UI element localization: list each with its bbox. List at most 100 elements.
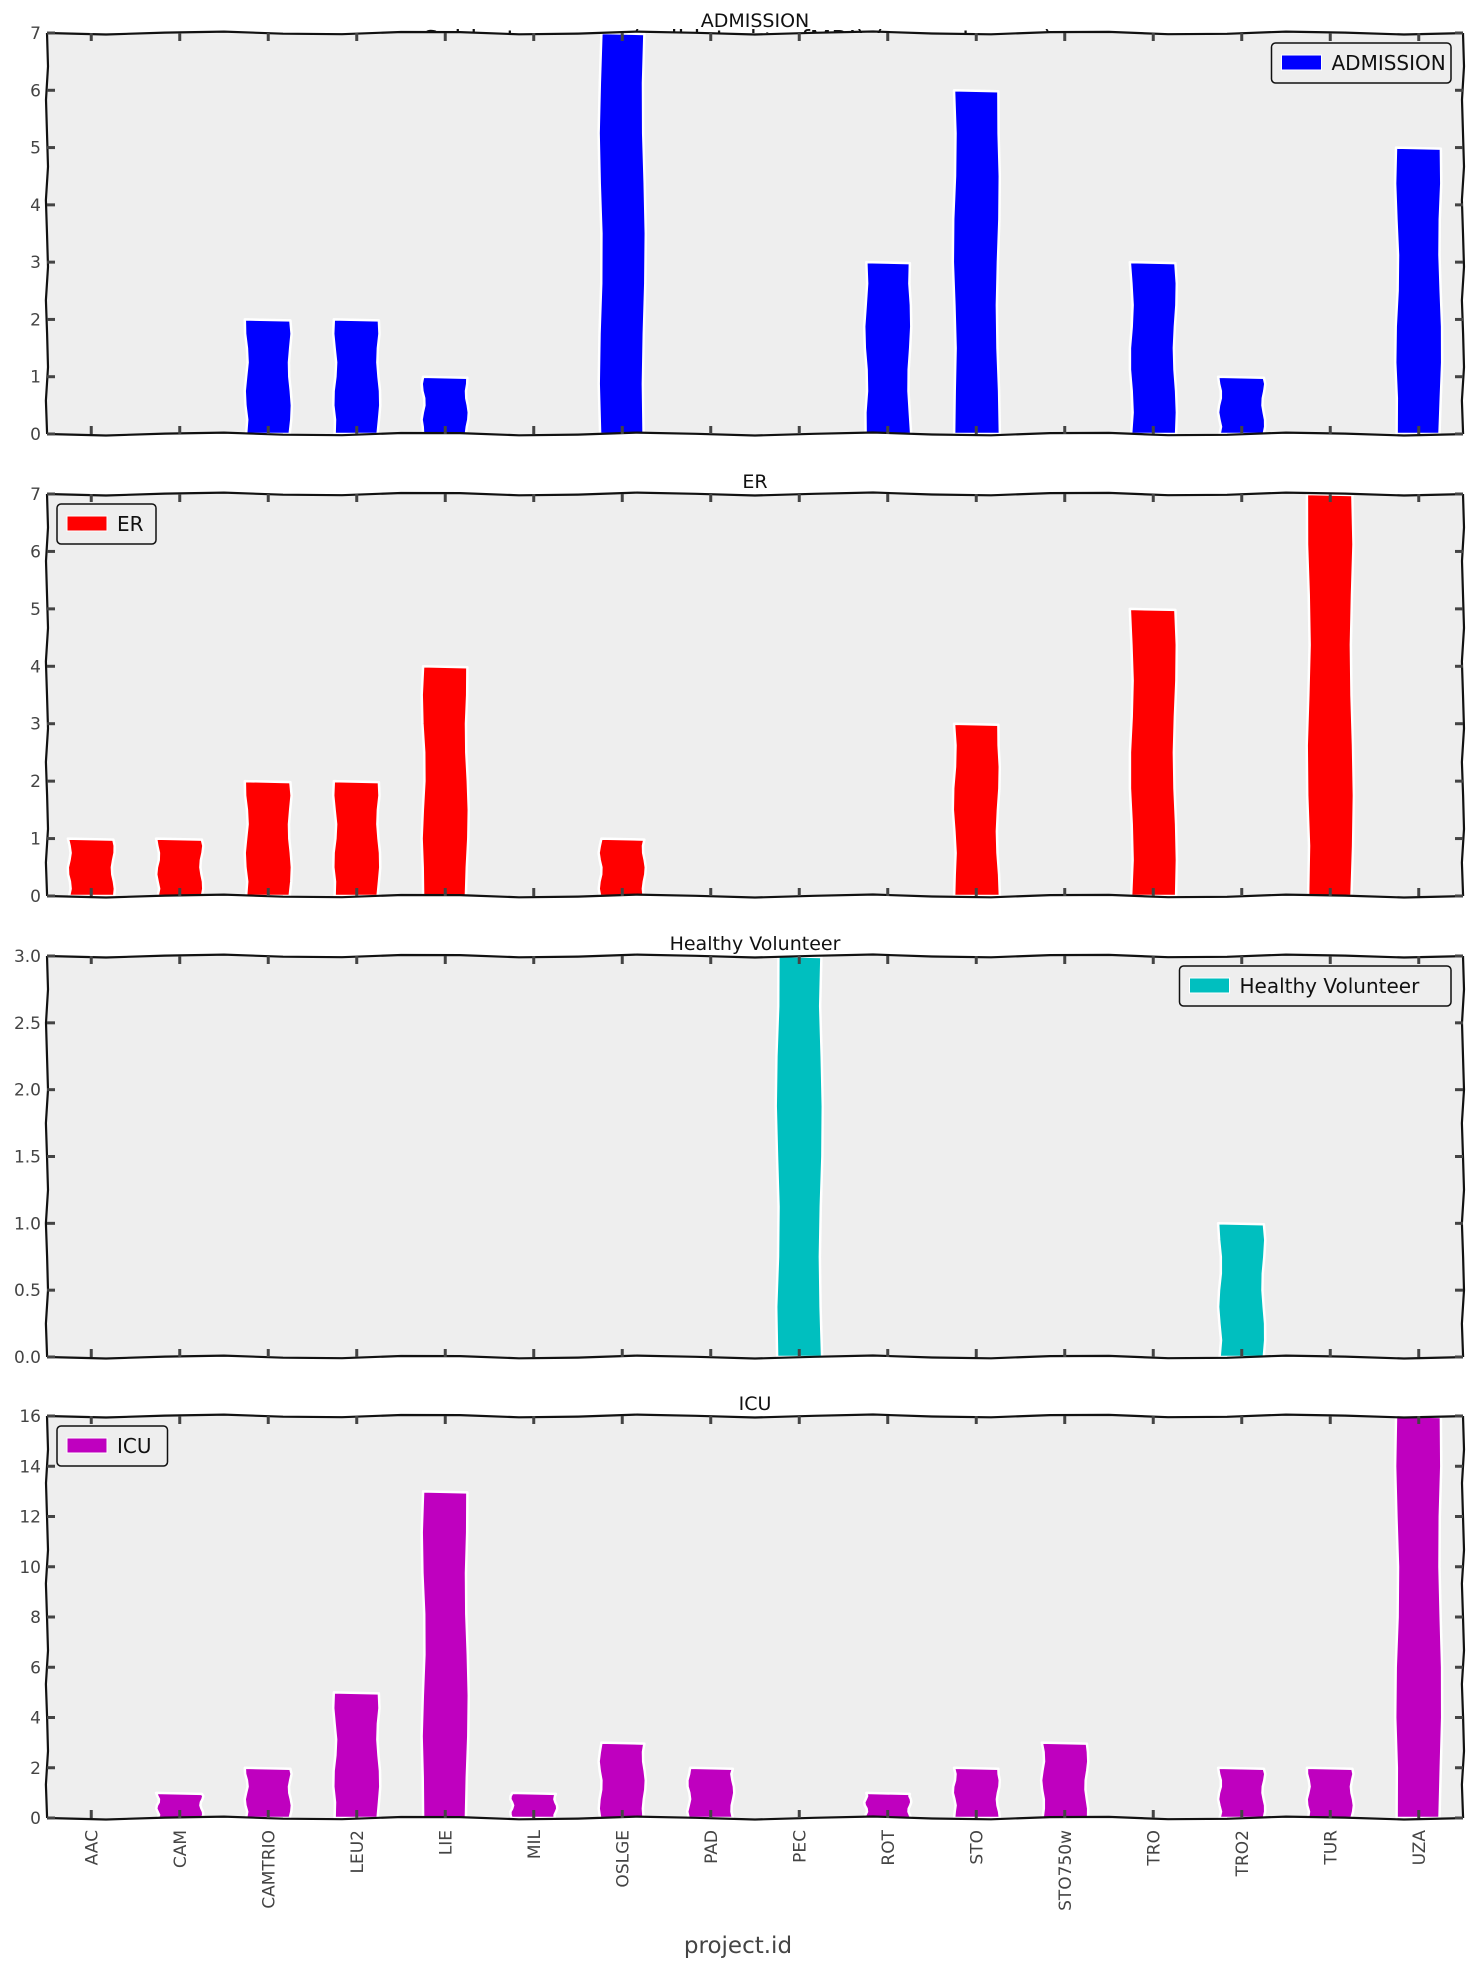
frame-bottom bbox=[46, 1815, 1464, 1821]
y-ticks: 0.0 0.5 1.0 1.5 2.0 2.5 3.0 bbox=[14, 947, 1463, 1368]
x-tick-label-TRO: TRO bbox=[1144, 1830, 1164, 1867]
legend: Healthy Volunteer bbox=[1178, 965, 1452, 1007]
plot-background bbox=[47, 1416, 1463, 1818]
bar-UZA bbox=[1393, 146, 1444, 436]
x-tick-label-OSLGE: OSLGE bbox=[613, 1830, 633, 1888]
y-tick-label: 0.0 bbox=[14, 1348, 41, 1368]
y-tick-label: 14 bbox=[19, 1457, 41, 1477]
bar-OSLGE bbox=[597, 1741, 648, 1820]
frame-bottom bbox=[46, 893, 1464, 899]
legend-swatch bbox=[1189, 977, 1230, 994]
legend-box bbox=[1270, 42, 1452, 84]
x-tick-label-PEC: PEC bbox=[790, 1830, 810, 1863]
frame-top bbox=[46, 953, 1464, 959]
y-tick-label: 12 bbox=[19, 1508, 41, 1528]
x-tick-label-CAM: CAM bbox=[171, 1830, 191, 1868]
bar-CAMTRIO bbox=[243, 1766, 294, 1820]
x-tick-label-LEU2: LEU2 bbox=[348, 1830, 368, 1873]
y-tick-label: 3.0 bbox=[14, 947, 41, 967]
bar-UZA bbox=[1393, 1414, 1444, 1820]
panel-icu: 0 2 4 6 8 10 12 14 16 ICU ICU bbox=[19, 1393, 1466, 1829]
frame-left bbox=[44, 493, 50, 897]
bar-AAC bbox=[66, 837, 117, 898]
x-tick-label-LIE: LIE bbox=[436, 1830, 456, 1855]
legend-label: ER bbox=[117, 512, 144, 536]
x-tick-label-UZA: UZA bbox=[1410, 1830, 1430, 1866]
x-ticks bbox=[89, 956, 1421, 1357]
y-tick-label: 4 bbox=[30, 657, 41, 677]
bar-LIE bbox=[420, 375, 471, 436]
x-axis-label: project.id bbox=[684, 1933, 792, 1959]
bar-MIL bbox=[509, 1791, 559, 1820]
bar-LEU2 bbox=[331, 1691, 382, 1820]
frame-right bbox=[1460, 32, 1466, 435]
bar-TRO bbox=[1128, 260, 1179, 436]
y-tick-label: 4 bbox=[30, 1709, 41, 1729]
y-tick-label: 7 bbox=[30, 485, 41, 505]
frame-bottom bbox=[46, 431, 1464, 437]
x-tick-label-MIL: MIL bbox=[525, 1829, 545, 1859]
y-ticks: 0 2 4 6 8 10 12 14 16 bbox=[19, 1407, 1463, 1829]
legend: ADMISSION bbox=[1270, 42, 1452, 84]
panel-title: ICU bbox=[739, 1393, 772, 1415]
bar-TRO2 bbox=[1216, 1222, 1267, 1359]
bar-LIE bbox=[420, 1490, 471, 1820]
legend-swatch bbox=[66, 515, 108, 532]
bar-TUR bbox=[1305, 1766, 1356, 1820]
x-tick-label-ROT: ROT bbox=[879, 1829, 899, 1865]
legend-swatch bbox=[1281, 54, 1322, 71]
x-ticks bbox=[89, 1416, 1421, 1818]
y-ticks: 0 1 2 3 4 5 6 7 bbox=[30, 24, 1463, 445]
bar-STO bbox=[951, 1766, 1002, 1820]
x-tick-label-TRO2: TRO2 bbox=[1233, 1830, 1253, 1877]
bar-PEC bbox=[774, 954, 825, 1359]
bar-CAM bbox=[154, 837, 205, 898]
frame-right bbox=[1460, 493, 1466, 897]
x-ticks bbox=[89, 494, 1421, 896]
frame-top bbox=[46, 30, 1464, 36]
legend-label: Healthy Volunteer bbox=[1240, 974, 1421, 998]
x-ticks bbox=[89, 33, 1421, 434]
panels: 01234567ADMISSIONADMISSION01234567ERER0.… bbox=[14, 10, 1466, 1829]
bars bbox=[243, 31, 1444, 436]
y-tick-label: 8 bbox=[30, 1608, 41, 1628]
legend-label: ADMISSION bbox=[1332, 51, 1446, 75]
legend: ICU bbox=[56, 1425, 169, 1467]
y-tick-label: 3 bbox=[30, 253, 41, 273]
panel-title: ER bbox=[742, 471, 767, 493]
bars bbox=[66, 492, 1356, 898]
y-tick-label: 6 bbox=[30, 81, 41, 101]
bar-OSLGE bbox=[597, 837, 648, 898]
y-tick-label: 5 bbox=[30, 600, 41, 620]
bar-OSLGE bbox=[597, 31, 648, 436]
y-tick-label: 0 bbox=[30, 1809, 41, 1829]
x-tick-label-PAD: PAD bbox=[702, 1830, 722, 1864]
y-tick-label: 0.5 bbox=[14, 1281, 41, 1301]
y-tick-label: 1 bbox=[30, 830, 41, 850]
y-tick-label: 16 bbox=[19, 1407, 41, 1427]
y-tick-label: 6 bbox=[30, 1658, 41, 1678]
y-tick-label: 2.5 bbox=[14, 1014, 41, 1034]
bar-TUR bbox=[1305, 492, 1356, 898]
y-tick-label: 7 bbox=[30, 24, 41, 44]
bar-CAMTRIO bbox=[243, 318, 294, 436]
panel-admission: 0 1 2 3 4 5 6 7 ADMISSION ADMISSION bbox=[30, 10, 1466, 445]
panel-title: Healthy Volunteer bbox=[670, 933, 841, 955]
y-tick-label: 2 bbox=[30, 772, 41, 792]
y-tick-label: 3 bbox=[30, 715, 41, 735]
y-tick-label: 2 bbox=[30, 1759, 41, 1779]
y-tick-label: 1.0 bbox=[14, 1214, 41, 1234]
y-tick-label: 1.5 bbox=[14, 1148, 41, 1168]
y-tick-label: 2.0 bbox=[14, 1081, 41, 1101]
bar-CAM bbox=[154, 1791, 205, 1820]
y-tick-label: 5 bbox=[30, 139, 41, 159]
bar-STO bbox=[951, 722, 1002, 898]
panel-er: 0 1 2 3 4 5 6 7 ER ER bbox=[30, 471, 1466, 907]
bar-STO bbox=[951, 89, 1002, 436]
x-tick-labels: AAC CAM CAMTRIO LEU2 LIE MIL OSLGE PAD PEC ROT STO… bbox=[82, 1829, 1430, 1911]
bar-ROT bbox=[862, 1791, 913, 1820]
bar-TRO2 bbox=[1216, 375, 1267, 436]
bar-LEU2 bbox=[331, 318, 382, 436]
y-tick-label: 0 bbox=[30, 887, 41, 907]
